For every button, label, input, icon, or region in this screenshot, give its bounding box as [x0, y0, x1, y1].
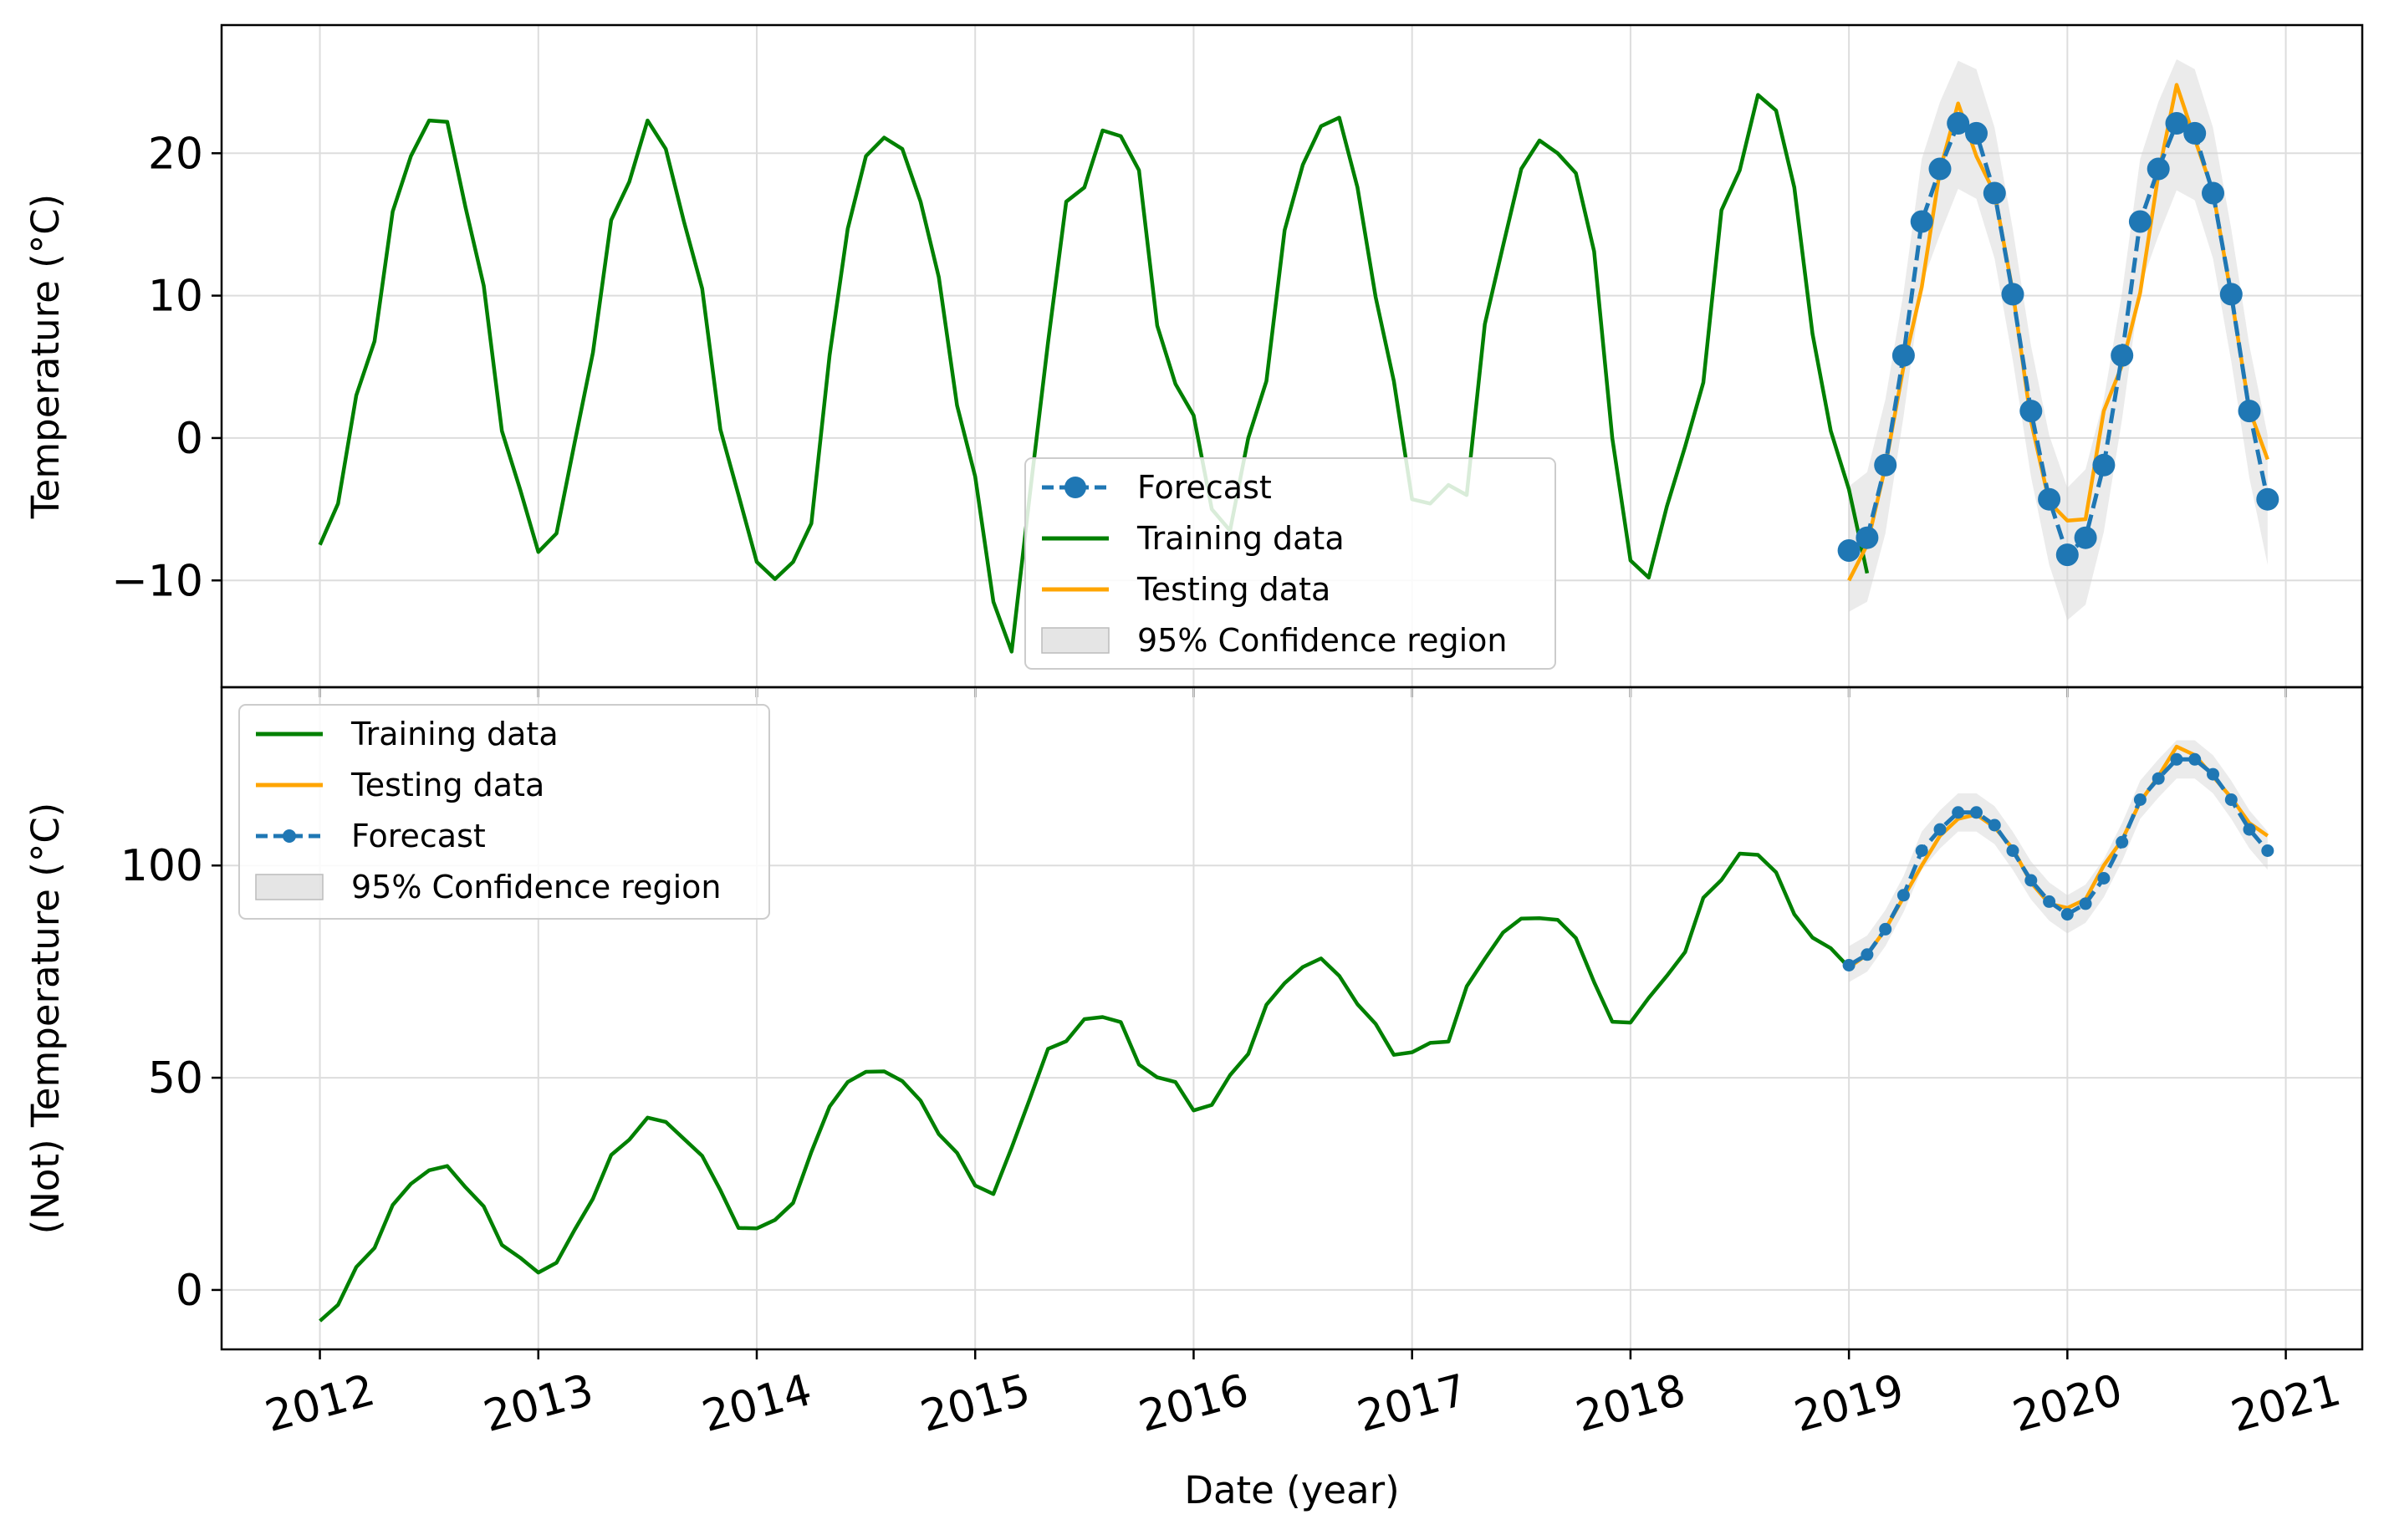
y-axis-label: (Not) Temperature (°C): [23, 803, 68, 1235]
forecast-point: [2207, 767, 2219, 781]
forecast-point: [1983, 181, 2006, 205]
forecast-point: [1891, 344, 1915, 367]
legend-label: Testing data: [1136, 571, 1330, 608]
legend-label: Training data: [1136, 520, 1345, 557]
forecast-point: [2261, 844, 2274, 857]
forecast-point: [2074, 526, 2097, 549]
legend-forecast-marker: [283, 829, 296, 843]
training-line: [318, 93, 1870, 654]
forecast-point: [2116, 835, 2129, 849]
legend-label: 95% Confidence region: [351, 869, 721, 905]
legend-forecast-marker: [1064, 477, 1086, 498]
forecast-point: [1988, 818, 2001, 832]
legend-label: Forecast: [1137, 469, 1272, 506]
forecast-point: [1842, 959, 1856, 971]
forecast-point: [2092, 453, 2116, 477]
legend-label: 95% Confidence region: [1137, 622, 1507, 659]
legend: Forecast Training data Testing data 95% Con…: [1024, 457, 1556, 670]
legend-label: Testing data: [350, 767, 544, 803]
forecast-point: [2019, 400, 2043, 423]
legend-label: Training data: [350, 716, 559, 752]
y-tick-label: −10: [111, 556, 203, 606]
legend-confidence-swatch: [255, 874, 324, 900]
forecast-point: [1970, 806, 1983, 819]
forecast-point: [2133, 793, 2147, 806]
forecast-point: [2219, 283, 2243, 306]
forecast-point: [1837, 539, 1861, 562]
y-tick-label: 10: [148, 272, 203, 322]
forecast-point: [1879, 922, 1892, 936]
confidence-region: [1849, 59, 2268, 620]
confidence-region: [1849, 740, 2268, 982]
legend-box: [1024, 457, 1556, 670]
y-tick-label: 20: [148, 129, 203, 179]
y-tick-label: 0: [176, 414, 203, 464]
forecast-point: [1915, 844, 1928, 857]
forecast-line: [1847, 757, 2269, 967]
forecast-point: [2170, 752, 2183, 766]
forecast-point: [1947, 112, 1970, 135]
y-tick-label: 50: [148, 1053, 203, 1104]
forecast-point: [2128, 210, 2152, 233]
forecast-point: [2243, 823, 2256, 836]
forecast-point: [1856, 526, 1879, 549]
axes-frame: [220, 686, 2364, 1351]
forecast-point: [2079, 897, 2092, 910]
forecast-point: [2165, 112, 2188, 135]
forecast-point: [2038, 487, 2061, 511]
legend-confidence-swatch: [1041, 627, 1110, 654]
forecast-point: [2097, 872, 2111, 885]
training-line: [319, 851, 1851, 1323]
forecast-point: [2060, 908, 2074, 921]
legend: Training data Testing data Forecast 95% Con…: [238, 704, 770, 920]
forecast-point: [2183, 121, 2207, 145]
plot-area: [319, 740, 2274, 1323]
forecast-point: [1910, 210, 1933, 233]
top-temperature-panel: 20 10 0 −10 Temperature (°C) Forecast Training…: [23, 23, 2364, 697]
forecast-point: [1861, 948, 1874, 961]
forecast-point: [1965, 121, 1988, 145]
forecast-point: [2024, 874, 2038, 887]
x-axis-label: Date (year): [1184, 1468, 1399, 1512]
forecast-point: [2188, 752, 2202, 766]
forecast-point: [2202, 181, 2224, 205]
y-tick-label: 100: [120, 841, 203, 891]
forecast-point: [2256, 487, 2279, 511]
forecast-point: [2055, 543, 2079, 567]
legend-label: Forecast: [351, 818, 486, 854]
forecast-point: [1952, 806, 1965, 819]
testing-line: [1847, 83, 2269, 582]
plot-area: [318, 59, 2279, 654]
y-axis-label: Temperature (°C): [23, 194, 68, 519]
forecast-point: [2043, 895, 2056, 908]
forecast-point: [2006, 844, 2019, 857]
forecast-point: [2111, 344, 2134, 367]
forecast-point: [1874, 453, 1897, 477]
grid: [222, 687, 2362, 1349]
forecast-point: [1896, 889, 1910, 902]
forecast-point: [2001, 283, 2024, 306]
forecast-point: [2147, 157, 2170, 181]
legend-box: [238, 704, 770, 920]
forecast-point: [1933, 823, 1947, 836]
forecast-point: [1928, 157, 1952, 181]
forecast-point: [2224, 793, 2238, 806]
y-tick-label: 0: [176, 1266, 203, 1316]
forecast-point: [2238, 400, 2261, 423]
forecast-point: [2152, 772, 2165, 785]
